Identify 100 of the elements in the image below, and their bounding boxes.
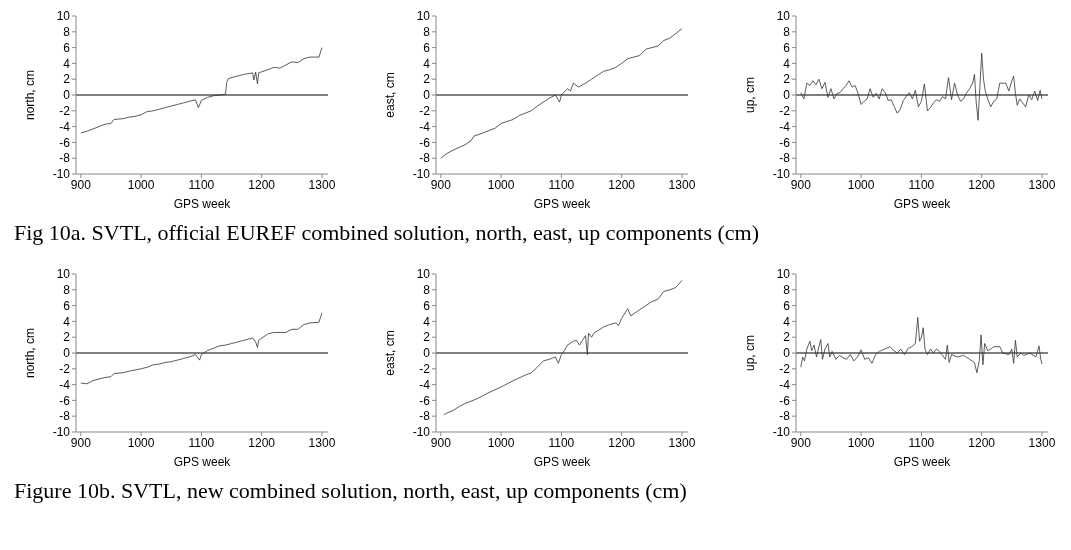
x-tick-label: 1200: [248, 435, 276, 450]
y-tick-label: 6: [423, 40, 431, 55]
y-tick-label: 10: [56, 9, 71, 24]
y-tick-label: 8: [783, 25, 791, 40]
y-tick-label: -6: [59, 393, 71, 408]
x-tick-label: 1100: [548, 435, 575, 450]
x-tick-label: 1000: [127, 435, 155, 450]
y-tick-label: 8: [63, 283, 71, 298]
y-tick-label: -4: [419, 377, 431, 392]
x-tick-label: 1000: [847, 435, 875, 450]
y-tick-label: 2: [63, 72, 71, 87]
y-tick-label: 8: [783, 283, 791, 298]
x-tick-label: 1100: [908, 435, 935, 450]
line-series: [80, 47, 323, 134]
x-axis-title: GPS week: [533, 197, 592, 211]
y-tick-label: -8: [419, 409, 431, 424]
y-tick-label: 0: [63, 346, 71, 361]
x-axis-title: GPS week: [533, 455, 592, 469]
line-series: [440, 28, 683, 159]
y-tick-label: -10: [412, 425, 431, 440]
x-tick-label: 1300: [308, 435, 336, 450]
y-tick-label: 4: [63, 314, 71, 329]
y-tick-label: 4: [783, 314, 791, 329]
y-tick-label: -8: [779, 151, 791, 166]
y-tick-label: 2: [423, 330, 431, 345]
y-tick-label: 10: [416, 267, 431, 282]
y-tick-label: 4: [63, 56, 71, 71]
x-tick-label: 1200: [248, 177, 276, 192]
x-tick-label: 1200: [608, 435, 636, 450]
y-axis-title: north, cm: [23, 327, 38, 379]
y-tick-label: 10: [416, 9, 431, 24]
x-tick-label: 900: [430, 177, 452, 192]
y-tick-label: 2: [63, 330, 71, 345]
y-tick-label: -4: [779, 377, 791, 392]
y-axis-title: up, cm: [743, 76, 758, 114]
x-tick-label: 900: [430, 435, 452, 450]
x-axis-title: GPS week: [173, 455, 232, 469]
y-tick-label: 0: [423, 346, 431, 361]
y-tick-label: -10: [52, 167, 71, 182]
x-axis-title: GPS week: [173, 197, 232, 211]
y-tick-label: -6: [419, 135, 431, 150]
y-axis-title: east, cm: [383, 72, 398, 118]
y-tick-label: 6: [783, 298, 791, 313]
y-tick-label: -8: [59, 151, 71, 166]
y-tick-label: -8: [59, 409, 71, 424]
y-tick-label: 6: [783, 40, 791, 55]
y-tick-label: -4: [59, 377, 71, 392]
y-tick-label: -10: [772, 167, 791, 182]
y-tick-label: -2: [59, 362, 71, 377]
x-tick-label: 1300: [668, 435, 696, 450]
y-tick-label: -2: [419, 104, 431, 119]
y-tick-label: -6: [419, 393, 431, 408]
y-tick-label: 4: [423, 56, 431, 71]
y-tick-label: -6: [779, 393, 791, 408]
x-tick-label: 1000: [487, 435, 515, 450]
caption: Figure 10b. SVTL, new combined solution, north, east, up components (cm): [14, 478, 688, 504]
y-tick-label: 6: [63, 40, 71, 55]
y-tick-label: 4: [423, 314, 431, 329]
y-tick-label: -10: [52, 425, 71, 440]
x-axis-title: GPS week: [893, 197, 952, 211]
y-tick-label: -10: [412, 167, 431, 182]
y-tick-label: -6: [779, 135, 791, 150]
x-axis-title: GPS week: [893, 455, 952, 469]
x-tick-label: 900: [70, 435, 92, 450]
y-tick-label: 10: [776, 9, 791, 24]
x-tick-label: 1000: [487, 177, 515, 192]
y-tick-label: 0: [63, 88, 71, 103]
y-tick-label: 10: [56, 267, 71, 282]
y-tick-label: -4: [419, 119, 431, 134]
y-tick-label: -10: [772, 425, 791, 440]
line-series: [80, 312, 323, 385]
y-axis-title: up, cm: [743, 334, 758, 372]
x-tick-label: 1100: [908, 177, 935, 192]
y-axis-title: north, cm: [23, 69, 38, 121]
x-tick-label: 1000: [847, 177, 875, 192]
x-tick-label: 1300: [1028, 435, 1056, 450]
x-tick-label: 1300: [668, 177, 696, 192]
x-tick-label: 1300: [308, 177, 336, 192]
y-tick-label: 4: [783, 56, 791, 71]
y-tick-label: -4: [779, 119, 791, 134]
x-tick-label: 1200: [608, 177, 636, 192]
x-tick-label: 1300: [1028, 177, 1056, 192]
y-tick-label: 6: [423, 298, 431, 313]
x-tick-label: 900: [70, 177, 92, 192]
y-tick-label: -6: [59, 135, 71, 150]
y-tick-label: 10: [776, 267, 791, 282]
y-tick-label: -2: [779, 104, 791, 119]
y-tick-label: 2: [783, 72, 791, 87]
y-tick-label: 8: [423, 25, 431, 40]
x-tick-label: 1100: [188, 435, 215, 450]
y-tick-label: 0: [423, 88, 431, 103]
x-tick-label: 1100: [548, 177, 575, 192]
x-tick-label: 1000: [127, 177, 155, 192]
x-tick-label: 900: [790, 177, 812, 192]
y-axis-title: east, cm: [383, 330, 398, 376]
x-tick-label: 1100: [188, 177, 215, 192]
y-tick-label: 0: [783, 88, 791, 103]
y-tick-label: -4: [59, 119, 71, 134]
y-tick-label: -2: [419, 362, 431, 377]
y-tick-label: 8: [63, 25, 71, 40]
